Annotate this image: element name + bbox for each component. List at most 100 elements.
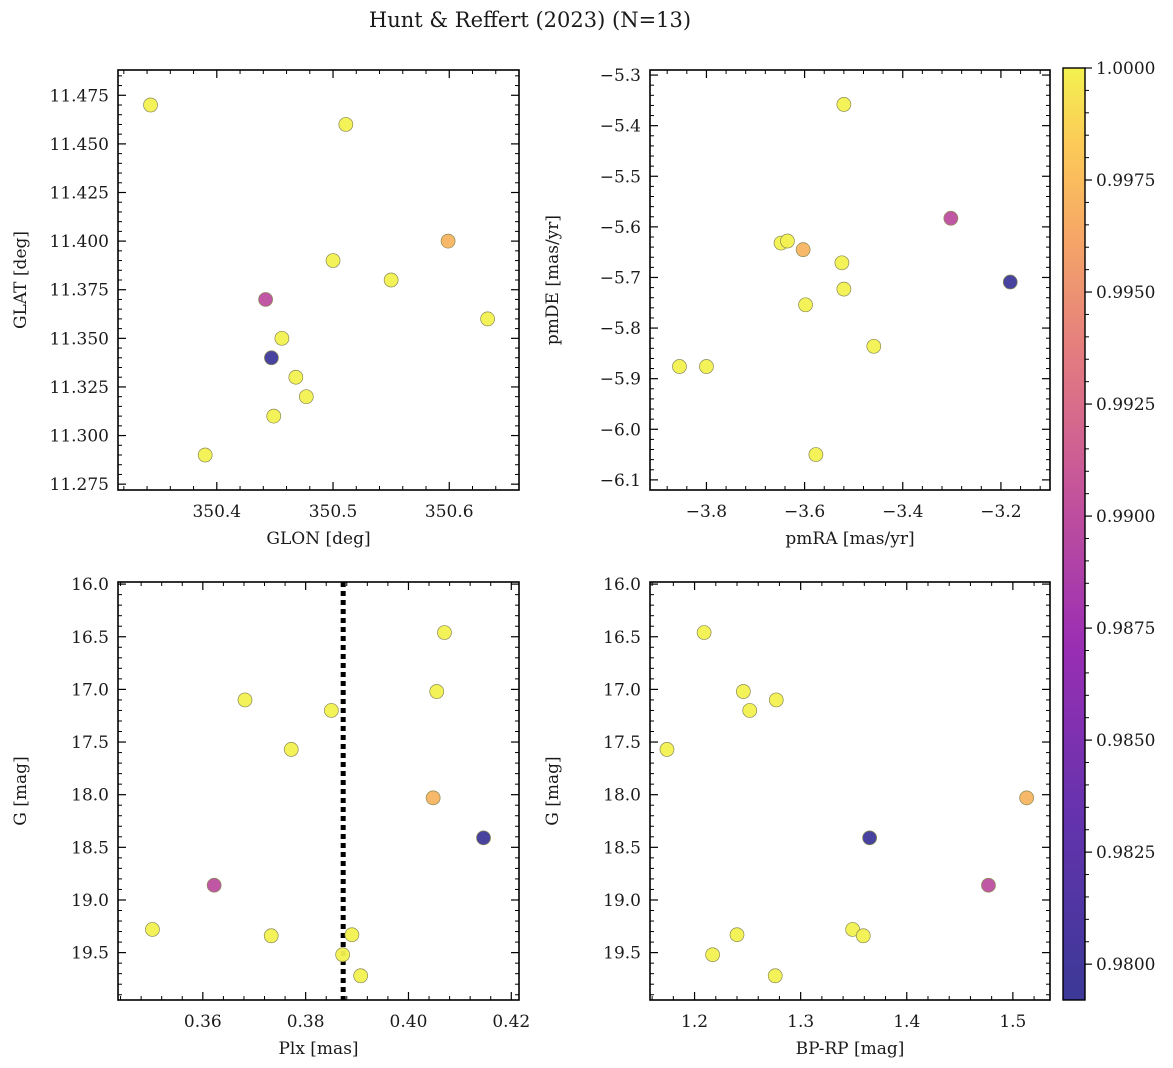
axes-frame <box>117 69 520 491</box>
y-tick-label: −5.9 <box>600 370 641 390</box>
colorbar-tick-label: 0.9950 <box>1096 283 1155 303</box>
data-point <box>699 359 714 374</box>
data-point <box>866 338 882 354</box>
data-point <box>672 359 687 374</box>
y-tick-label: 11.375 <box>50 281 109 301</box>
data-point <box>338 117 354 132</box>
y-axis-label: G [mag] <box>543 756 563 825</box>
data-point <box>834 255 850 271</box>
y-tick-label: −5.5 <box>600 167 641 187</box>
colorbar-tick-label: 0.9850 <box>1096 731 1155 751</box>
y-tick-label: −5.7 <box>600 268 641 288</box>
data-point <box>237 692 253 708</box>
data-point <box>798 297 813 313</box>
x-axis-label: GLON [deg] <box>266 529 370 549</box>
y-tick-label: 18.5 <box>603 838 641 858</box>
data-point <box>808 447 824 462</box>
data-point <box>197 447 213 463</box>
axes-frame <box>649 581 1051 1001</box>
data-point <box>274 330 290 346</box>
y-tick-label: 18.5 <box>71 838 109 858</box>
data-point <box>325 253 341 268</box>
y-tick-label: 16.5 <box>603 628 641 648</box>
data-point <box>264 350 279 366</box>
data-point <box>767 968 783 984</box>
data-point <box>705 947 720 963</box>
y-tick-label: 17.5 <box>603 733 641 753</box>
y-tick-label: 11.400 <box>50 232 109 252</box>
colorbar-tick-label: 0.9800 <box>1096 955 1155 975</box>
x-tick-label: 1.2 <box>681 1012 708 1032</box>
x-tick-label: 1.5 <box>999 1012 1026 1032</box>
colorbar-gradient <box>1062 67 1086 1001</box>
colorbar: 0.9800 0.9825 0.9850 0.9875 0.9900 0.9925 0.99… <box>1062 59 1155 1001</box>
y-tick-label: 11.425 <box>50 184 109 204</box>
y-tick-label: 19.0 <box>71 891 109 911</box>
data-point <box>1019 790 1035 806</box>
data-point <box>258 292 273 307</box>
x-tick-label: 350.5 <box>309 502 358 522</box>
y-tick-label: 19.0 <box>603 891 641 911</box>
data-point <box>943 210 959 226</box>
y-tick-label: 11.300 <box>50 427 109 447</box>
data-point <box>263 928 279 944</box>
x-tick-label: 350.4 <box>192 502 241 522</box>
y-tick-label: 19.5 <box>71 944 109 964</box>
data-point <box>476 830 491 846</box>
y-tick-label: −6.1 <box>600 471 641 491</box>
x-axis-label: BP-RP [mag] <box>796 1039 905 1059</box>
y-tick-label: 11.325 <box>50 378 109 398</box>
x-tick-label: 0.40 <box>390 1012 428 1032</box>
data-point <box>324 703 339 718</box>
y-tick-label: 17.0 <box>603 680 641 700</box>
x-tick-label: 0.42 <box>492 1012 530 1032</box>
y-tick-label: −5.8 <box>600 319 641 339</box>
data-point <box>266 408 282 424</box>
data-point <box>855 928 871 944</box>
panel-plx: 0.36 0.38 0.40 0.42 16.0 16.5 17.0 17.5 18.0 18.5… <box>11 575 530 1059</box>
y-axis-label: G [mag] <box>11 756 31 825</box>
y-tick-label: 16.5 <box>71 628 109 648</box>
data-point <box>659 742 675 757</box>
data-point <box>298 389 314 405</box>
x-axis-label: Plx [mas] <box>278 1039 358 1059</box>
y-tick-label: 18.0 <box>71 786 109 806</box>
y-tick-label: 19.5 <box>603 944 641 964</box>
panels: 350.4 350.5 350.6 11.275 11.300 11.325 11.350 1… <box>11 66 1051 1059</box>
x-axis-label: pmRA [mas/yr] <box>785 529 914 549</box>
data-point <box>768 692 784 708</box>
y-axis-label: pmDE [mas/yr] <box>543 215 563 345</box>
data-point <box>696 625 712 640</box>
colorbar-tick-label: 1.0000 <box>1096 59 1155 79</box>
data-point <box>429 684 445 699</box>
y-tick-label: −6.0 <box>600 420 641 440</box>
y-tick-label: 11.350 <box>50 329 109 349</box>
y-tick-label: 18.0 <box>603 786 641 806</box>
data-point <box>440 233 456 249</box>
data-point <box>480 311 495 327</box>
data-point <box>742 703 758 718</box>
data-point <box>1002 274 1018 290</box>
data-point <box>437 625 452 640</box>
x-tick-label: 0.36 <box>184 1012 222 1032</box>
colorbar-tick-label: 0.9925 <box>1096 395 1155 415</box>
x-tick-label: 1.4 <box>893 1012 920 1032</box>
data-point <box>383 272 399 288</box>
data-point <box>206 877 222 893</box>
data-point <box>425 790 441 806</box>
data-point <box>981 877 996 893</box>
x-tick-label: 350.6 <box>425 502 474 522</box>
x-tick-label: 0.38 <box>287 1012 325 1032</box>
data-point <box>344 927 360 943</box>
y-tick-label: 11.275 <box>50 475 109 495</box>
colorbar-tick-label: 0.9975 <box>1096 171 1155 191</box>
colorbar-tick-label: 0.9875 <box>1096 619 1155 639</box>
data-point <box>780 233 795 249</box>
y-tick-label: 11.475 <box>50 86 109 106</box>
x-tick-label: −3.4 <box>882 502 923 522</box>
data-point <box>836 97 852 112</box>
panel-cmd: 1.2 1.3 1.4 1.5 16.0 16.5 17.0 17.5 18.0 18.5 19.0… <box>543 575 1051 1059</box>
axes-frame <box>649 69 1051 491</box>
x-tick-label: −3.6 <box>784 502 825 522</box>
data-point <box>862 830 877 846</box>
